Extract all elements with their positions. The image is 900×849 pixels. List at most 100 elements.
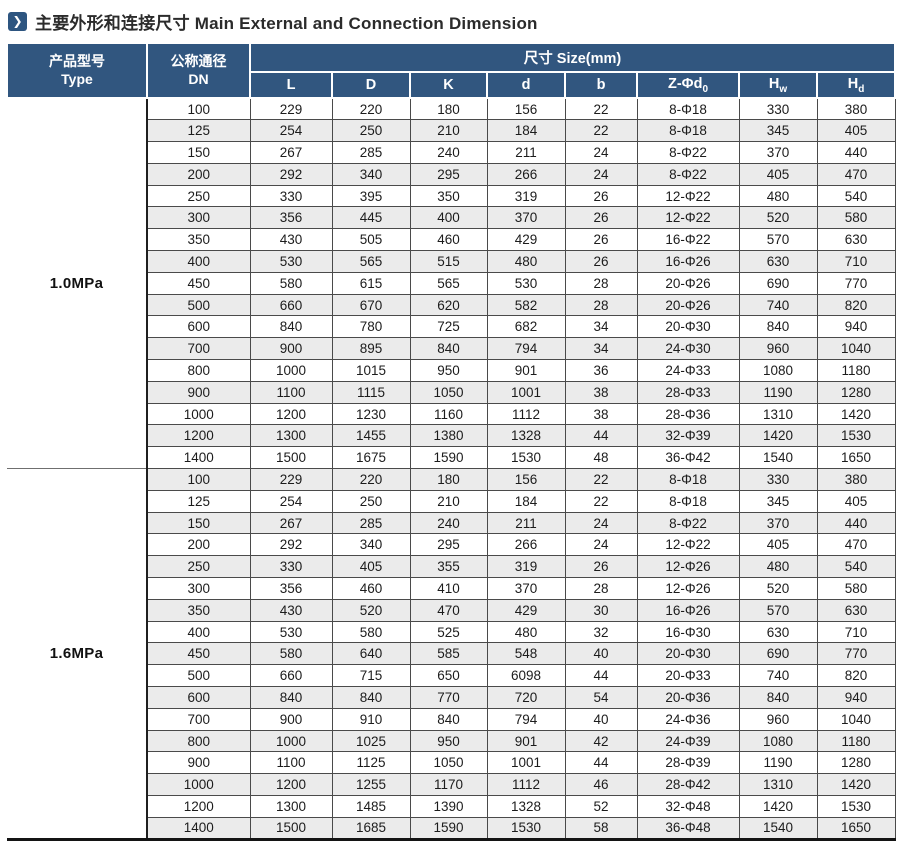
dim-cell: 54: [564, 686, 638, 709]
dim-cell: 32-Φ39: [636, 424, 740, 448]
dim-cell: 950: [409, 729, 488, 753]
table-row: 800 1000 1015 950 901 36 24-Φ33 1080 1180: [7, 359, 896, 382]
dim-cell: 395: [331, 184, 411, 208]
dim-cell: 520: [738, 577, 818, 600]
dim-cell: 650: [409, 664, 488, 688]
dim-cell: 940: [816, 686, 896, 709]
dim-cell: 1115: [331, 380, 411, 404]
dn-cell: 500: [146, 664, 251, 688]
dim-cell: 350: [409, 184, 488, 208]
dim-cell: 1080: [738, 729, 818, 753]
dim-cell: 40: [564, 707, 638, 731]
dim-cell: 24-Φ39: [636, 729, 740, 753]
table-row: 700 900 910 840 794 40 24-Φ36 960 1040: [7, 707, 896, 731]
dim-cell: 330: [249, 555, 333, 579]
dn-cell: 125: [146, 119, 251, 143]
dim-cell: 630: [816, 228, 896, 252]
dim-cell: 429: [486, 228, 566, 252]
col-header-type-en: Type: [61, 70, 93, 87]
dim-cell: 1485: [331, 795, 411, 818]
dim-cell: 28-Φ39: [636, 751, 740, 775]
dim-cell: 370: [486, 577, 566, 600]
dn-cell: 300: [146, 577, 251, 600]
dim-cell: 1100: [249, 380, 333, 404]
dim-cell: 8-Φ22: [636, 162, 740, 186]
dim-cell: 660: [249, 293, 333, 317]
dim-cell: 740: [738, 664, 818, 688]
dim-cell: 770: [816, 642, 896, 666]
dim-cell: 740: [738, 293, 818, 317]
dim-cell: 240: [409, 141, 488, 164]
table-row: 250 330 395 350 319 26 12-Φ22 480 540: [7, 184, 896, 208]
dim-cell: 24-Φ30: [636, 337, 740, 361]
dim-cell: 429: [486, 598, 566, 622]
dim-cell: 820: [816, 293, 896, 317]
dim-cell: 44: [564, 751, 638, 775]
dim-cell: 570: [738, 228, 818, 252]
dim-cell: 180: [409, 468, 488, 491]
dim-cell: 580: [816, 206, 896, 230]
table-row: 1000 1200 1255 1170 1112 46 28-Φ42 1310 1420: [7, 773, 896, 796]
pressure-type-cell: 1.0MPa: [7, 98, 147, 470]
dim-cell: 285: [331, 141, 411, 164]
dn-cell: 450: [146, 271, 251, 295]
dim-cell: 1190: [738, 380, 818, 404]
dim-cell: 32: [564, 620, 638, 644]
dim-cell: 24: [564, 162, 638, 186]
col-header-l: L: [249, 71, 333, 99]
dim-cell: 8-Φ22: [636, 141, 740, 164]
dim-cell: 901: [486, 729, 566, 753]
dim-cell: 1000: [249, 359, 333, 382]
table-row: 700 900 895 840 794 34 24-Φ30 960 1040: [7, 337, 896, 361]
dim-cell: 1530: [486, 446, 566, 470]
dim-cell: 210: [409, 489, 488, 513]
dim-cell: 1200: [249, 773, 333, 796]
dim-cell: 1530: [486, 816, 566, 840]
dim-cell: 340: [331, 162, 411, 186]
dim-cell: 1650: [816, 446, 896, 470]
dim-cell: 405: [331, 555, 411, 579]
dim-cell: 20-Φ30: [636, 315, 740, 339]
dim-cell: 1675: [331, 446, 411, 470]
dim-cell: 725: [409, 315, 488, 339]
dim-cell: 28: [564, 577, 638, 600]
dim-cell: 24: [564, 533, 638, 557]
col-header-d: D: [331, 71, 411, 99]
dim-cell: 840: [409, 707, 488, 731]
dn-cell: 150: [146, 141, 251, 164]
dim-cell: 840: [409, 337, 488, 361]
dim-cell: 1112: [486, 402, 566, 426]
dim-cell: 1000: [249, 729, 333, 753]
dim-cell: 319: [486, 184, 566, 208]
dn-cell: 350: [146, 228, 251, 252]
dim-cell: 580: [331, 620, 411, 644]
dim-cell: 345: [738, 489, 818, 513]
dim-cell: 52: [564, 795, 638, 818]
dim-cell: 8-Φ18: [636, 489, 740, 513]
dim-cell: 1420: [738, 424, 818, 448]
table-row: 900 1100 1125 1050 1001 44 28-Φ39 1190 1280: [7, 751, 896, 775]
dim-cell: 24: [564, 511, 638, 535]
dim-cell: 184: [486, 489, 566, 513]
dim-cell: 960: [738, 707, 818, 731]
dim-cell: 1170: [409, 773, 488, 796]
dim-cell: 12-Φ26: [636, 555, 740, 579]
dn-cell: 250: [146, 555, 251, 579]
dim-cell: 229: [249, 97, 333, 121]
dim-cell: 267: [249, 141, 333, 164]
dim-cell: 370: [486, 206, 566, 230]
dim-cell: 24: [564, 141, 638, 164]
dim-cell: 960: [738, 337, 818, 361]
dim-cell: 1390: [409, 795, 488, 818]
dim-cell: 585: [409, 642, 488, 666]
dim-cell: 840: [738, 686, 818, 709]
dim-cell: 180: [409, 97, 488, 121]
dim-cell: 292: [249, 533, 333, 557]
dim-cell: 630: [738, 620, 818, 644]
dim-cell: 1380: [409, 424, 488, 448]
dim-cell: 480: [486, 620, 566, 644]
dim-cell: 840: [249, 315, 333, 339]
dim-cell: 565: [409, 271, 488, 295]
col-header-b: b: [564, 71, 638, 99]
